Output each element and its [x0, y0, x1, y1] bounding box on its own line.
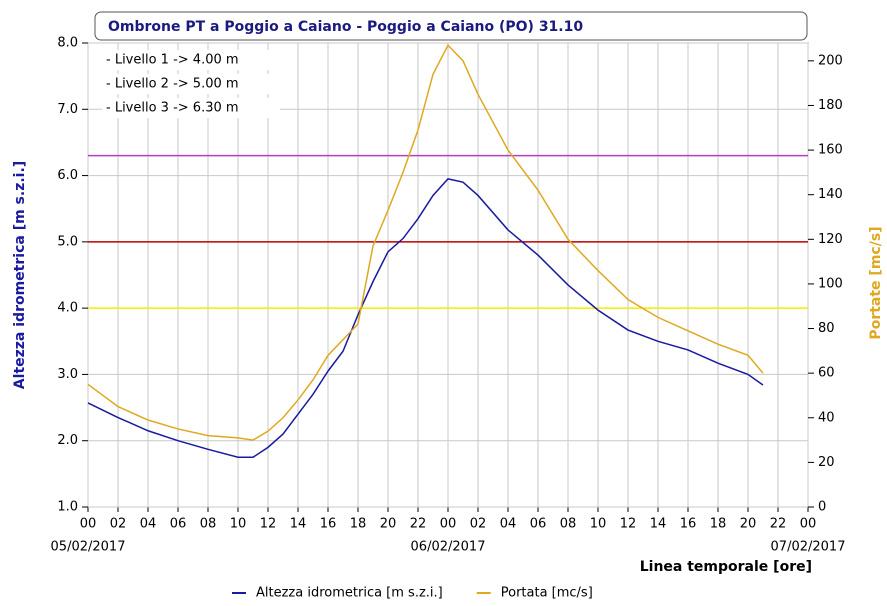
y-tick-label: 2.0	[57, 433, 78, 448]
x-tick-label: 20	[380, 517, 397, 532]
x-tick-label: 10	[590, 517, 607, 532]
x-tick-label: 08	[200, 517, 217, 532]
x-tick-label: 08	[560, 517, 577, 532]
y-tick-label: 6.0	[57, 168, 78, 183]
x-tick-label: 18	[350, 517, 367, 532]
annotation-bg	[102, 74, 280, 94]
x-tick-label: 16	[680, 517, 697, 532]
legend-label: Altezza idrometrica [m s.z.i.]	[256, 586, 443, 601]
x-tick-label: 14	[650, 517, 667, 532]
y2-tick-label: 160	[818, 143, 843, 158]
annotation-bg	[102, 50, 280, 70]
x-tick-label: 20	[740, 517, 757, 532]
y-tick-label: 5.0	[57, 234, 78, 249]
annotation: - Livello 3 -> 6.30 m	[106, 101, 239, 116]
y-tick-label: 7.0	[57, 102, 78, 117]
x-tick-label: 06	[170, 517, 187, 532]
x-axis-label: Linea temporale [ore]	[640, 559, 812, 575]
series-line	[87, 43, 764, 441]
x-tick-label: 02	[470, 517, 487, 532]
x-tick-label: 18	[710, 517, 727, 532]
annotation-bg	[102, 98, 280, 118]
x-tick-label: 12	[620, 517, 637, 532]
y2-tick-label: 140	[818, 187, 843, 202]
annotation: - Livello 1 -> 4.00 m	[106, 53, 239, 68]
title-box	[94, 11, 808, 41]
y2-tick-label: 200	[818, 53, 843, 68]
y2-tick-label: 80	[818, 321, 835, 336]
x-tick-label: 14	[290, 517, 307, 532]
x-tick-label: 10	[230, 517, 247, 532]
x-tick-label: 22	[410, 517, 427, 532]
annotation: - Livello 2 -> 5.00 m	[106, 77, 239, 92]
legend-label: Portata [mc/s]	[501, 586, 593, 601]
y2-axis-label: Portate [mc/s]	[868, 226, 884, 339]
y-tick-label: 8.0	[57, 36, 78, 51]
x-tick-label: 06	[530, 517, 547, 532]
y2-tick-label: 40	[818, 410, 835, 425]
y2-tick-label: 180	[818, 98, 843, 113]
x-tick-label: 00	[440, 517, 457, 532]
y-tick-label: 3.0	[57, 367, 78, 382]
y-axis-label: Altezza idrometrica [m s.z.i.]	[12, 161, 28, 389]
chart-title: Ombrone PT a Poggio a Caiano - Poggio a …	[108, 19, 583, 35]
x-tick-label: 04	[500, 517, 517, 532]
y-tick-label: 1.0	[57, 500, 78, 515]
y2-tick-label: 100	[818, 276, 843, 291]
y2-tick-label: 60	[818, 366, 835, 381]
x-tick-label: 00	[800, 517, 817, 532]
x-tick-label: 00	[80, 517, 97, 532]
x-tick-label: 16	[320, 517, 337, 532]
y-tick-label: 4.0	[57, 301, 78, 316]
date-label: 06/02/2017	[411, 540, 486, 555]
date-label: 07/02/2017	[771, 540, 846, 555]
date-label: 05/02/2017	[51, 540, 126, 555]
x-tick-label: 12	[260, 517, 277, 532]
y2-tick-label: 0	[818, 500, 826, 515]
x-tick-label: 22	[770, 517, 787, 532]
x-tick-label: 04	[140, 517, 157, 532]
x-tick-label: 02	[110, 517, 127, 532]
series-line	[87, 178, 764, 459]
y2-tick-label: 20	[818, 455, 835, 470]
y2-tick-label: 120	[818, 232, 843, 247]
